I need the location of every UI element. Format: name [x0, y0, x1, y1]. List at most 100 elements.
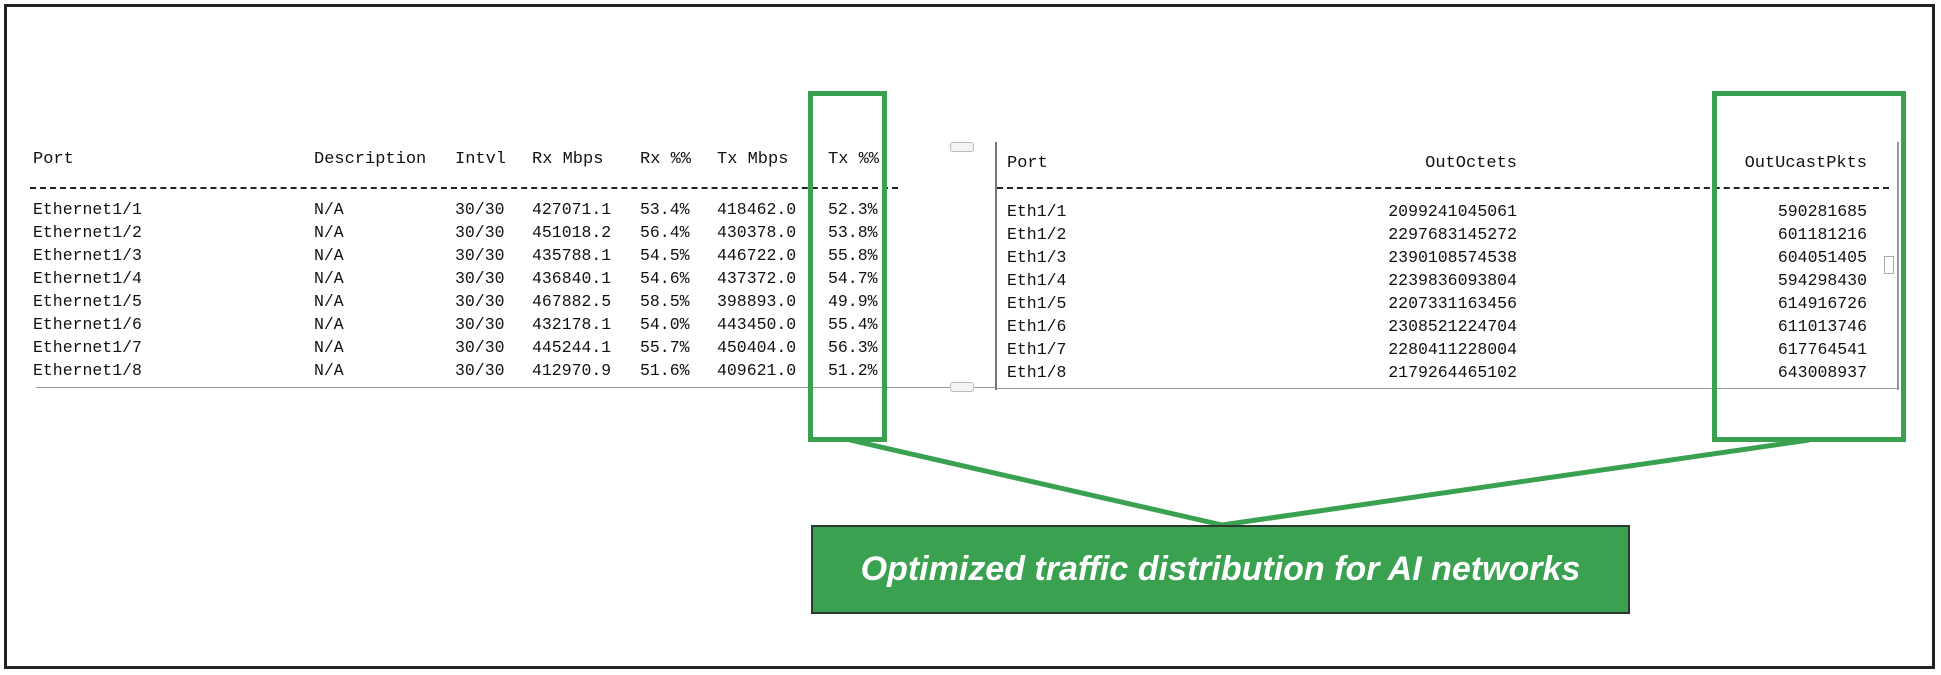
table-cell: Eth1/2 [1007, 225, 1067, 244]
table-row: Eth1/8 2179264465102 643008937 [997, 363, 1887, 386]
table-cell: 30/30 [455, 246, 505, 265]
header-port: Port [33, 150, 74, 169]
table-cell: 30/30 [455, 269, 505, 288]
table-cell: 2179264465102 [1388, 363, 1517, 382]
table-cell: 594298430 [1777, 271, 1867, 290]
divider-nub-bottom [950, 382, 974, 392]
table-cell: Ethernet1/4 [33, 269, 142, 288]
table-cell: Ethernet1/7 [33, 338, 142, 357]
header-tx-mbps: Tx Mbps [717, 150, 789, 169]
table-row: Ethernet1/7 N/A 30/30 445244.1 55.7% 450404.0… [30, 338, 910, 361]
table-cell: 611013746 [1777, 317, 1867, 336]
header-divider [30, 187, 898, 189]
table-cell: 445244.1 [532, 338, 612, 357]
table-row: Eth1/5 2207331163456 614916726 [997, 294, 1887, 317]
table-row: Ethernet1/1 N/A 30/30 427071.1 53.4% 418462.0… [30, 200, 910, 223]
table-cell: 2207331163456 [1388, 294, 1517, 313]
table-cell: 56.3% [828, 338, 878, 357]
scrollbar-nub[interactable] [1884, 256, 1894, 274]
table-cell: 437372.0 [717, 269, 797, 288]
table-cell: 30/30 [455, 223, 505, 242]
table-cell: Ethernet1/5 [33, 292, 142, 311]
figure-frame [4, 4, 1935, 669]
table-row: Eth1/4 2239836093804 594298430 [997, 271, 1887, 294]
table-row: Ethernet1/5 N/A 30/30 467882.5 58.5% 398893.0… [30, 292, 910, 315]
table-row: Ethernet1/4 N/A 30/30 436840.1 54.6% 437372.0… [30, 269, 910, 292]
table-cell: 30/30 [455, 338, 505, 357]
table-cell: 436840.1 [532, 269, 612, 288]
panel-bottom-edge [36, 387, 996, 388]
pane-divider[interactable] [950, 140, 975, 392]
table-cell: 30/30 [455, 315, 505, 334]
table-row: Ethernet1/2 N/A 30/30 451018.2 56.4% 430378.0… [30, 223, 910, 246]
table-cell: N/A [314, 292, 344, 311]
table-cell: N/A [314, 269, 344, 288]
header-intvl: Intvl [455, 150, 507, 169]
callout-banner: Optimized traffic distribution for AI ne… [811, 525, 1630, 614]
table-cell: 51.6% [640, 361, 690, 380]
divider-nub-top [950, 142, 974, 152]
outucastpkts-highlight-box [1712, 91, 1906, 442]
table-cell: 409621.0 [717, 361, 797, 380]
table-cell: 590281685 [1777, 202, 1867, 221]
table-cell: Ethernet1/1 [33, 200, 142, 219]
table-cell: 2099241045061 [1388, 202, 1517, 221]
table-cell: N/A [314, 200, 344, 219]
table-cell: N/A [314, 315, 344, 334]
header-port: Port [1007, 154, 1048, 173]
header-rx-mbps: Rx Mbps [532, 150, 604, 169]
connector-right [1221, 437, 1810, 528]
table-cell: Ethernet1/6 [33, 315, 142, 334]
interface-rate-table: Port Description Intvl Rx Mbps Rx %% Tx … [30, 140, 996, 390]
table-cell: 52.3% [828, 200, 878, 219]
table-cell: 614916726 [1777, 294, 1867, 313]
header-rx-pct: Rx %% [640, 150, 692, 169]
header-outucastpkts: OutUcastPkts [1744, 154, 1867, 173]
table-cell: 427071.1 [532, 200, 612, 219]
table-cell: 430378.0 [717, 223, 797, 242]
callout-text: Optimized traffic distribution for AI ne… [860, 550, 1581, 588]
table-cell: Ethernet1/3 [33, 246, 142, 265]
table-cell: 450404.0 [717, 338, 797, 357]
header-tx-pct: Tx %% [828, 150, 880, 169]
table-cell: 51.2% [828, 361, 878, 380]
table-cell: 2280411228004 [1388, 340, 1517, 359]
header-divider [997, 187, 1889, 189]
table-row: Eth1/7 2280411228004 617764541 [997, 340, 1887, 363]
table-cell: 412970.9 [532, 361, 612, 380]
table-cell: 451018.2 [532, 223, 612, 242]
table-cell: 30/30 [455, 200, 505, 219]
table-cell: 53.8% [828, 223, 878, 242]
table-cell: N/A [314, 223, 344, 242]
table-cell: 2239836093804 [1388, 271, 1517, 290]
table-cell: Eth1/8 [1007, 363, 1067, 382]
table-cell: 53.4% [640, 200, 690, 219]
table-cell: 55.4% [828, 315, 878, 334]
table-cell: 446722.0 [717, 246, 797, 265]
table-cell: 617764541 [1777, 340, 1867, 359]
table-cell: 467882.5 [532, 292, 612, 311]
table-cell: 443450.0 [717, 315, 797, 334]
table-cell: 56.4% [640, 223, 690, 242]
table-cell: 432178.1 [532, 315, 612, 334]
table-cell: N/A [314, 246, 344, 265]
table-cell: N/A [314, 361, 344, 380]
table-cell: 2308521224704 [1388, 317, 1517, 336]
interface-counters-table: Port OutOctets OutUcastPkts Eth1/1 209924… [995, 142, 1899, 390]
table-cell: Eth1/7 [1007, 340, 1067, 359]
panel-bottom-edge [997, 388, 1897, 389]
table-cell: 398893.0 [717, 292, 797, 311]
table-cell: 49.9% [828, 292, 878, 311]
table-cell: 643008937 [1777, 363, 1867, 382]
table-cell: 55.7% [640, 338, 690, 357]
table-cell: Eth1/1 [1007, 202, 1067, 221]
table-row: Eth1/3 2390108574538 604051405 [997, 248, 1887, 271]
table-row: Ethernet1/3 N/A 30/30 435788.1 54.5% 446722.0… [30, 246, 910, 269]
table-cell: 54.0% [640, 315, 690, 334]
table-cell: 54.7% [828, 269, 878, 288]
tx-pct-highlight-box [808, 91, 887, 442]
table-cell: 2297683145272 [1388, 225, 1517, 244]
table-cell: Eth1/4 [1007, 271, 1067, 290]
table-cell: Ethernet1/2 [33, 223, 142, 242]
